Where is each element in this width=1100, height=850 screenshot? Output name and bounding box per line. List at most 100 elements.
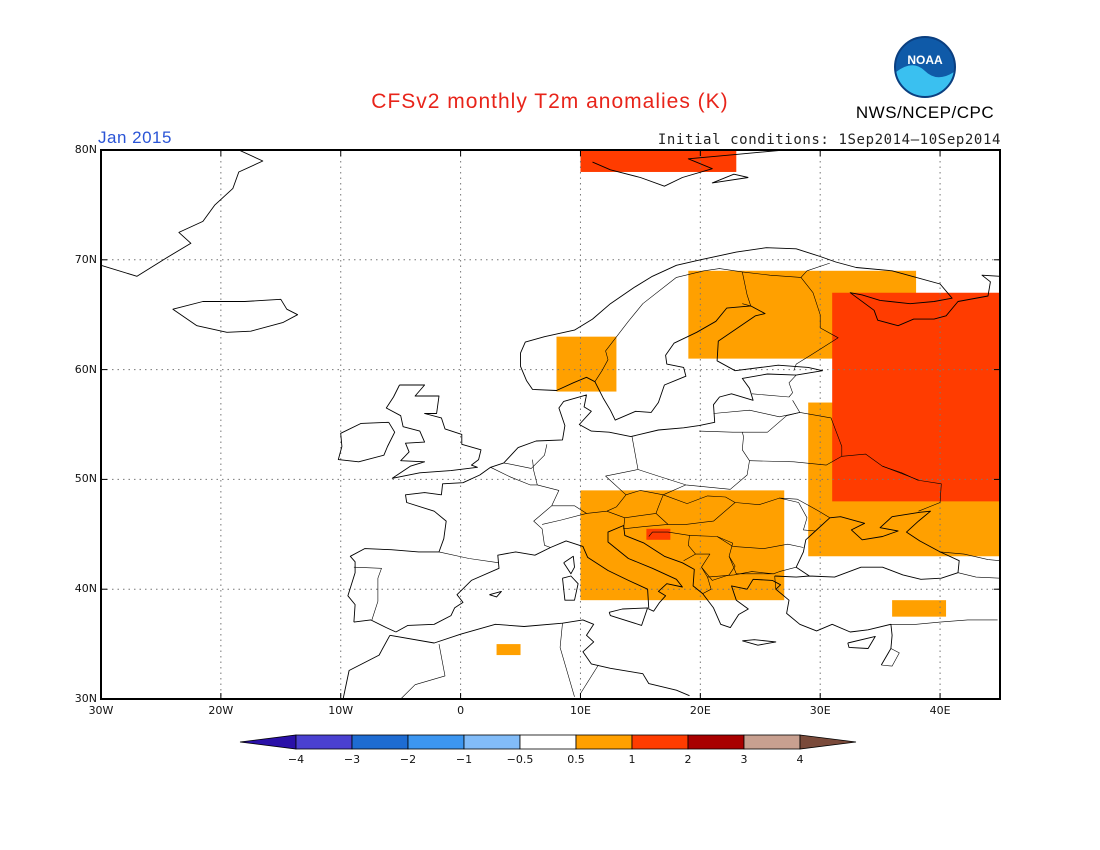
colorbar-swatch — [575, 734, 633, 750]
chart-title: CFSv2 monthly T2m anomalies (K) — [371, 90, 729, 113]
coastline-18 — [1084, 194, 1100, 254]
colorbar-swatch — [463, 734, 521, 750]
border-17 — [701, 567, 712, 594]
border-18 — [707, 571, 774, 578]
coastline-9 — [101, 150, 264, 277]
coastline-0 — [347, 247, 1000, 623]
colorbar-swatch — [687, 734, 745, 750]
border-5 — [551, 436, 639, 514]
colorbar-label: −0.5 — [506, 753, 534, 766]
coastline-13 — [563, 555, 575, 575]
coastline-1 — [353, 619, 397, 633]
lat-label: 40N — [74, 582, 97, 596]
colorbar-swatch — [519, 734, 577, 750]
coastline-7 — [337, 421, 396, 463]
coastline-10 — [592, 150, 785, 187]
border-0 — [438, 551, 500, 564]
lat-label: 80N — [74, 143, 97, 156]
border-11 — [623, 517, 669, 530]
border-3 — [532, 459, 538, 485]
anomaly-cell-svalbard — [580, 150, 737, 172]
anomaly-cell-croatia — [646, 528, 671, 540]
colorbar-arrow-right — [799, 734, 857, 750]
colorbar-label: 1 — [628, 753, 636, 766]
anomaly-cell-southern-norway — [556, 336, 617, 392]
coastline-17 — [489, 590, 502, 598]
border-23 — [751, 374, 797, 398]
border-27 — [793, 277, 839, 371]
coastline-12 — [562, 575, 579, 601]
lat-label: 50N — [74, 472, 97, 486]
coastline-8 — [172, 298, 299, 333]
agency-name: NWS/NCEP/CPC — [855, 103, 995, 122]
border-24 — [792, 400, 801, 413]
lon-label: 20E — [689, 704, 711, 717]
colorbar-label: −4 — [287, 753, 305, 766]
colorbar-label: 3 — [740, 753, 748, 766]
anomaly-cell-alps-balkans — [580, 490, 785, 601]
initial-conditions: Initial conditions: 1Sep2014—10Sep2014 — [657, 132, 1001, 148]
border-36 — [580, 664, 599, 694]
border-29 — [940, 551, 1000, 561]
colorbar-label: −2 — [399, 753, 417, 766]
plot-frame — [100, 149, 1001, 700]
coastline-16 — [847, 635, 876, 649]
coastline-14 — [608, 607, 649, 626]
lat-label: 70N — [74, 252, 97, 266]
border-19 — [779, 497, 830, 519]
border-28 — [742, 271, 751, 306]
coastline-2 — [395, 525, 893, 666]
coastline-6 — [385, 384, 482, 479]
colorbar-label: 2 — [684, 753, 692, 766]
valid-month: Jan 2015 — [98, 128, 172, 147]
border-15 — [716, 536, 804, 549]
border-13 — [689, 535, 736, 581]
border-6 — [637, 430, 750, 490]
colorbar-swatch — [631, 734, 689, 750]
border-34 — [400, 644, 446, 699]
border-25 — [594, 262, 830, 382]
border-35 — [559, 623, 575, 697]
border-2 — [490, 467, 560, 548]
anomaly-cell-north-africa — [496, 644, 521, 656]
lon-label: 30W — [88, 704, 114, 717]
border-26 — [742, 303, 751, 307]
border-7 — [625, 484, 687, 496]
border-1 — [353, 566, 382, 620]
lon-label: 10W — [328, 704, 354, 717]
grid-lines — [101, 150, 1000, 699]
anomaly-cell-turkey — [892, 600, 947, 617]
border-10 — [542, 513, 587, 525]
noaa-logo: NOAA — [894, 36, 956, 98]
border-32 — [890, 619, 998, 625]
border-33 — [881, 648, 900, 667]
coastline-4 — [389, 619, 690, 697]
colorbar-label: −3 — [343, 753, 361, 766]
colorbar-label: 0.5 — [567, 753, 585, 766]
border-31 — [774, 575, 777, 590]
colorbar-swatch — [407, 734, 465, 750]
colorbar-swatch — [295, 734, 353, 750]
axis-ticks — [100, 149, 1000, 700]
colorbar-arrow-left — [239, 734, 297, 750]
border-20 — [749, 453, 942, 512]
colorbar — [239, 734, 857, 750]
border-14 — [735, 497, 816, 532]
colorbar-swatch — [351, 734, 409, 750]
lon-label: 10E — [569, 704, 591, 717]
coastline-5 — [342, 635, 391, 699]
noaa-logo-text: NOAA — [907, 53, 943, 67]
colorbar-label: −1 — [455, 753, 473, 766]
lon-label: 40E — [929, 704, 951, 717]
border-22 — [713, 409, 800, 418]
border-30 — [957, 572, 1000, 579]
border-9 — [655, 494, 736, 525]
anomaly-cell-western-russia — [832, 292, 1000, 502]
coastlines — [101, 150, 1100, 699]
lon-label: 0 — [457, 704, 465, 717]
colorbar-label: 4 — [796, 753, 804, 766]
border-37 — [882, 465, 919, 481]
border-4 — [503, 444, 548, 469]
lat-label: 60N — [74, 362, 97, 376]
